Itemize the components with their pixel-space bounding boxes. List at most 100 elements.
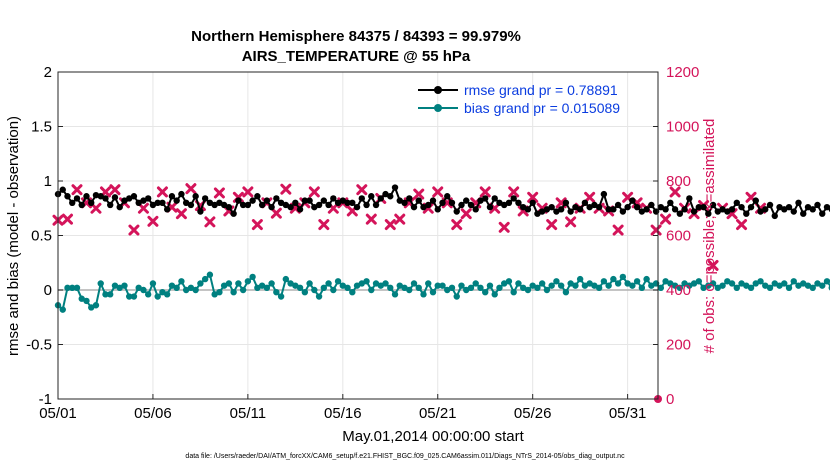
rmse-point: [686, 195, 693, 202]
x-tick-label: 05/11: [230, 405, 266, 422]
rmse-point: [610, 206, 617, 213]
rmse-point: [69, 199, 76, 206]
rmse-point: [524, 206, 532, 213]
bias-point: [781, 280, 788, 287]
obs-assimilated-marker: [498, 221, 510, 233]
bias-point: [657, 284, 665, 292]
rmse-point: [439, 199, 446, 206]
bias-point: [491, 291, 498, 298]
rmse-point: [581, 199, 589, 206]
obs-assimilated-marker: [707, 259, 719, 271]
bias-point: [368, 286, 375, 294]
rmse-point: [762, 206, 769, 213]
rmse-point: [510, 195, 517, 202]
bias-point: [823, 278, 830, 285]
legend-bias-label: bias grand pr = 0.015089: [464, 100, 620, 116]
bias-point: [486, 282, 494, 289]
bias-point: [387, 284, 394, 292]
rmse-point: [548, 203, 555, 211]
rmse-point: [235, 197, 242, 204]
bias-point: [102, 291, 109, 298]
bias-point: [201, 275, 209, 283]
rmse-point: [387, 193, 394, 200]
bias-point: [643, 275, 650, 283]
rmse-point: [353, 203, 361, 211]
bias-point: [349, 288, 356, 296]
rmse-point: [785, 203, 793, 211]
rmse-point: [434, 206, 441, 213]
rmse-point: [344, 199, 351, 206]
rmse-point: [372, 201, 380, 209]
bias-point: [249, 273, 256, 281]
obs-assimilated-marker: [460, 208, 472, 220]
bias-point: [296, 284, 304, 292]
bias-point: [73, 284, 81, 292]
x-tick-label: 05/31: [609, 405, 647, 422]
rmse-point: [73, 195, 81, 202]
rmse-point: [562, 199, 570, 206]
rmse-point: [358, 195, 365, 202]
right-axis-label: # of obs: o=possible; ×=assimilated: [701, 119, 718, 354]
bias-point: [757, 278, 764, 285]
bias-point: [83, 297, 90, 305]
rmse-point: [429, 197, 437, 204]
rmse-point: [676, 210, 684, 217]
obs-assimilated-marker: [451, 219, 463, 231]
legend: rmse grand pr = 0.78891 bias grand pr = …: [418, 82, 620, 116]
rmse-point: [809, 206, 816, 213]
rmse-point: [178, 190, 185, 198]
left-axis-label: rmse and bias (model - observation): [5, 116, 22, 356]
obs-assimilated-marker: [669, 186, 681, 198]
obs-assimilated-marker: [109, 184, 121, 196]
bias-point: [382, 280, 389, 287]
right-tick-label: 400: [666, 282, 691, 299]
x-axis-ticks: 05/01 05/06 05/11 05/16 05/21 05/26 05/31: [39, 394, 646, 422]
bias-point: [553, 278, 560, 285]
rmse-point: [401, 199, 408, 206]
legend-bias-marker: [434, 104, 442, 112]
x-tick-label: 05/21: [419, 405, 457, 422]
rmse-point: [790, 208, 797, 215]
bias-point: [472, 280, 479, 287]
rmse-point: [624, 203, 631, 211]
right-tick-label: 800: [666, 173, 691, 190]
bias-point: [154, 293, 161, 300]
right-tick-label: 1000: [666, 119, 699, 136]
bias-point: [230, 288, 237, 296]
bias-point: [363, 278, 370, 285]
rmse-point: [273, 195, 280, 202]
rmse-point: [752, 197, 759, 204]
legend-rmse-marker: [434, 86, 442, 94]
rmse-point: [249, 197, 256, 204]
rmse-point: [619, 208, 627, 215]
bias-point: [173, 284, 180, 292]
rmse-point: [88, 199, 95, 206]
left-tick-label: -1: [39, 391, 52, 408]
bias-point: [633, 278, 641, 285]
right-tick-label: 1200: [666, 64, 699, 81]
bias-point: [334, 278, 342, 285]
rmse-point: [482, 195, 489, 202]
rmse-point: [733, 199, 740, 206]
rmse-point: [667, 199, 674, 206]
bias-point: [244, 278, 252, 285]
rmse-point: [425, 201, 432, 209]
bias-point: [107, 291, 114, 298]
obs-assimilated-marker: [270, 207, 282, 219]
rmse-point: [709, 201, 717, 209]
bias-point: [64, 284, 71, 292]
rmse-point: [306, 197, 313, 204]
bias-point: [206, 271, 214, 278]
rmse-point: [643, 206, 650, 213]
rmse-point: [467, 201, 475, 209]
bias-point: [149, 280, 157, 287]
rmse-point: [529, 199, 536, 206]
obs-assimilated-marker: [736, 219, 748, 231]
obs-assimilated-marker: [251, 219, 263, 231]
obs-assimilated-marker: [527, 191, 539, 203]
rmse-point: [800, 210, 807, 217]
rmse-point: [187, 201, 195, 209]
obs-assimilated-marker: [175, 208, 187, 220]
bias-point: [709, 280, 717, 287]
